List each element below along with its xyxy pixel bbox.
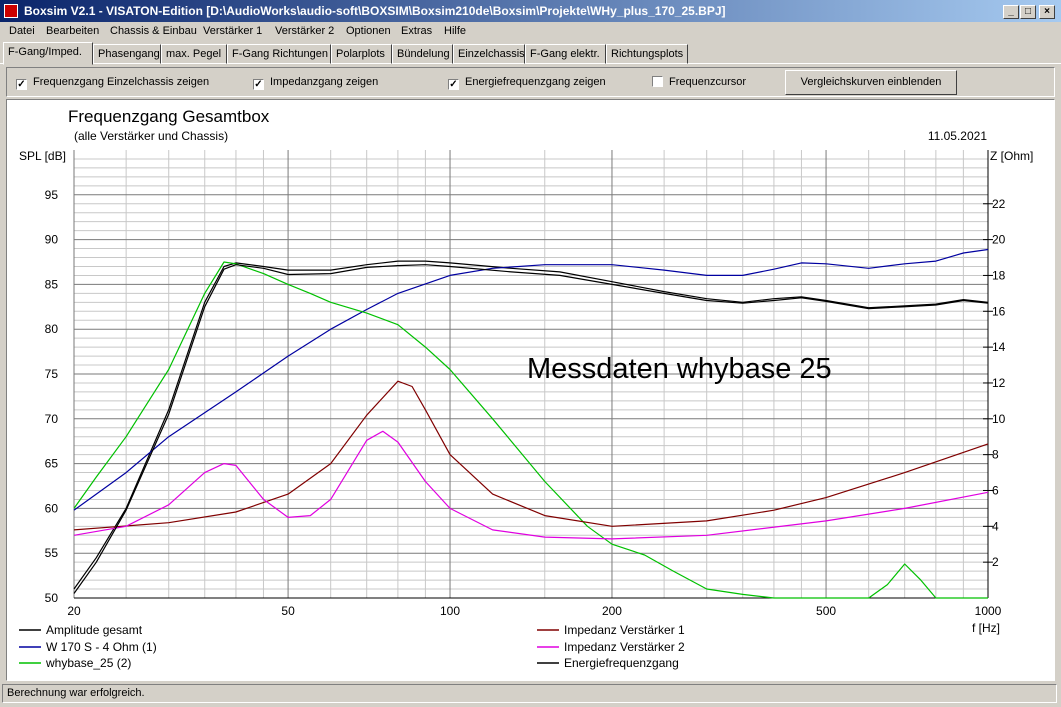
checkbox-label: Frequenzgang Einzelchassis zeigen: [33, 76, 210, 88]
checkbox-frequenzgang-einzelchassis[interactable]: ✓ Frequenzgang Einzelchassis zeigen: [16, 76, 209, 90]
tab-bar: F-Gang/Imped. Phasengang max. Pegel F-Ga…: [0, 42, 1061, 65]
y-tick-label: 60: [45, 501, 59, 515]
tab-richtungsplots[interactable]: Richtungsplots: [606, 44, 688, 64]
y-tick-label: 70: [45, 412, 59, 426]
y2-tick-label: 4: [992, 519, 999, 533]
y2-tick-label: 12: [992, 376, 1006, 390]
checkbox-box[interactable]: [652, 76, 663, 87]
vergleichskurven-button[interactable]: Vergleichskurven einblenden: [785, 70, 957, 95]
y-tick-label: 85: [45, 277, 59, 291]
checkbox-box[interactable]: ✓: [253, 79, 264, 90]
x-tick-label: 1000: [975, 604, 1002, 618]
y2-axis-label: Z [Ohm]: [990, 149, 1033, 163]
tab-fgang-imped[interactable]: F-Gang/Imped.: [3, 42, 93, 65]
menu-verstaerker-1[interactable]: Verstärker 1: [203, 25, 263, 37]
y2-tick-label: 10: [992, 412, 1006, 426]
checkbox-label: Frequenzcursor: [669, 76, 747, 88]
y2-tick-label: 16: [992, 304, 1006, 318]
y-tick-label: 75: [45, 367, 59, 381]
x-axis-label: f [Hz]: [972, 621, 1000, 635]
series-line-3: [73, 261, 988, 599]
tab-fgang-elektr[interactable]: F-Gang elektr.: [525, 44, 606, 64]
menu-verstaerker-2[interactable]: Verstärker 2: [275, 25, 335, 37]
checkbox-label: Impedanzgang zeigen: [270, 76, 379, 88]
series-line-6: [73, 264, 989, 594]
frequency-chart: Frequenzgang Gesamtbox (alle Verstärker u…: [19, 107, 1033, 670]
legend-label: Impedanz Verstärker 2: [564, 640, 685, 654]
y2-tick-label: 14: [992, 340, 1006, 354]
x-tick-label: 200: [602, 604, 622, 618]
x-tick-label: 500: [816, 604, 836, 618]
checkbox-impedanzgang[interactable]: ✓ Impedanzgang zeigen: [253, 76, 378, 90]
y-tick-label: 65: [45, 457, 59, 471]
chart-date: 11.05.2021: [928, 129, 987, 143]
menu-bearbeiten[interactable]: Bearbeiten: [46, 25, 100, 37]
legend-label: Impedanz Verstärker 1: [564, 623, 685, 637]
chart-annotation: Messdaten whybase 25: [527, 353, 832, 385]
menu-datei[interactable]: Datei: [9, 25, 35, 37]
tab-phasengang[interactable]: Phasengang: [93, 44, 161, 64]
y-tick-label: 80: [45, 322, 59, 336]
options-bar: [6, 67, 1055, 97]
y2-tick-label: 20: [992, 233, 1006, 247]
legend-label: Energiefrequenzgang: [564, 656, 679, 670]
y-tick-label: 50: [45, 591, 59, 605]
y2-tick-label: 8: [992, 448, 999, 462]
chart-panel: Frequenzgang Gesamtbox (alle Verstärker u…: [6, 99, 1055, 681]
tab-buendelung[interactable]: Bündelung: [392, 44, 453, 64]
y2-tick-label: 6: [992, 483, 999, 497]
tab-max-pegel[interactable]: max. Pegel: [161, 44, 227, 64]
series-line-2: [73, 248, 989, 511]
y-axis-label: SPL [dB]: [19, 149, 66, 163]
legend-label: whybase_25 (2): [45, 656, 131, 670]
tab-fgang-richtungen[interactable]: F-Gang Richtungen: [227, 44, 331, 64]
y-tick-label: 95: [45, 188, 59, 202]
checkbox-frequenzcursor[interactable]: Frequenzcursor: [652, 76, 746, 88]
maximize-button[interactable]: □: [1020, 5, 1036, 19]
menu-hilfe[interactable]: Hilfe: [444, 25, 467, 37]
series-line-5: [73, 430, 989, 540]
tab-polarplots[interactable]: Polarplots: [331, 44, 392, 64]
series-line-1: [73, 260, 989, 590]
status-bar: Berechnung war erfolgreich.: [2, 684, 1057, 703]
y-tick-label: 55: [45, 546, 59, 560]
chart-subtitle: (alle Verstärker und Chassis): [74, 129, 228, 143]
series-line-4: [73, 380, 989, 531]
x-tick-label: 100: [440, 604, 460, 618]
checkbox-box[interactable]: ✓: [16, 79, 27, 90]
menu-chassis-einbau[interactable]: Chassis & Einbau: [110, 25, 197, 37]
window-title: Boxsim V2.1 - VISATON-Edition [D:\AudioW…: [24, 4, 726, 18]
app-icon: [4, 4, 18, 18]
menu-bar: Datei Bearbeiten Chassis & Einbau Verstä…: [0, 22, 1061, 41]
legend-label: Amplitude gesamt: [46, 623, 143, 637]
checkbox-label: Energiefrequenzgang zeigen: [465, 76, 606, 88]
y-tick-label: 90: [45, 233, 59, 247]
y2-tick-label: 18: [992, 268, 1006, 282]
x-tick-label: 50: [281, 604, 295, 618]
checkbox-box[interactable]: ✓: [448, 79, 459, 90]
legend-label: W 170 S - 4 Ohm (1): [46, 640, 157, 654]
y2-tick-label: 2: [992, 555, 999, 569]
y2-tick-label: 22: [992, 197, 1006, 211]
checkbox-energiefrequenzgang[interactable]: ✓ Energiefrequenzgang zeigen: [448, 76, 606, 90]
close-button[interactable]: ×: [1039, 5, 1055, 19]
tab-einzelchassis[interactable]: Einzelchassis: [453, 44, 525, 64]
menu-extras[interactable]: Extras: [401, 25, 433, 37]
title-bar: Boxsim V2.1 - VISATON-Edition [D:\AudioW…: [0, 0, 1061, 22]
menu-optionen[interactable]: Optionen: [346, 25, 391, 37]
x-tick-label: 20: [67, 604, 81, 618]
chart-title: Frequenzgang Gesamtbox: [68, 107, 270, 126]
minimize-button[interactable]: _: [1003, 5, 1019, 19]
